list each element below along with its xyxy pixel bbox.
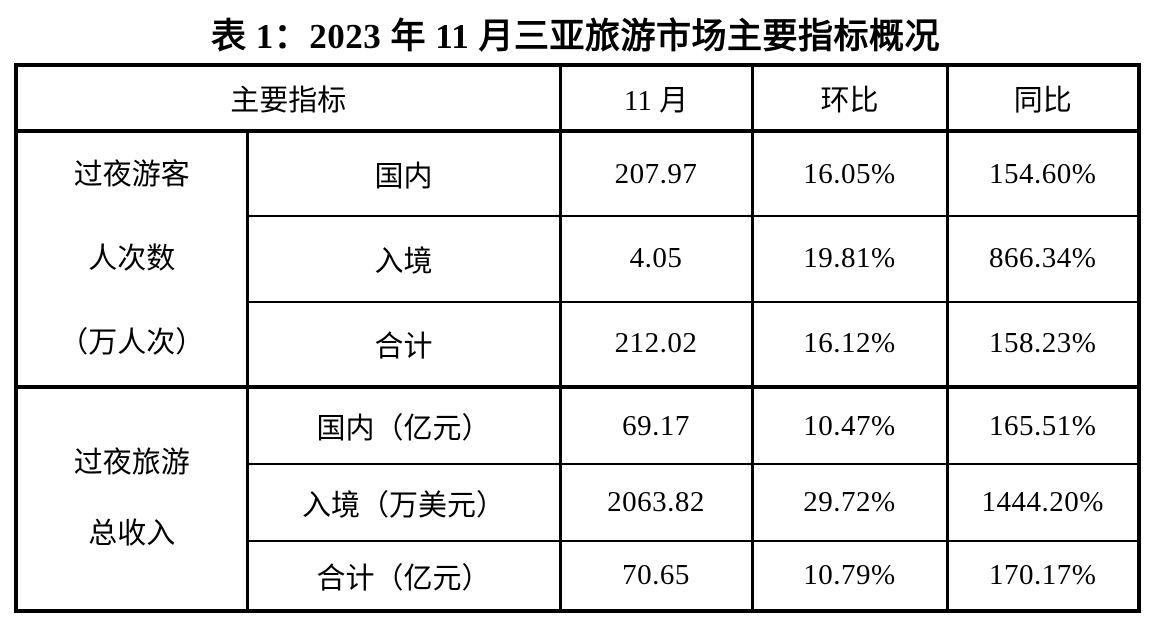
group-label-line: 过夜游客	[73, 159, 190, 191]
value-cell: 70.65	[558, 540, 754, 611]
table-row: 合计（亿元） 70.65 10.79% 170.17%	[16, 540, 1141, 611]
value-cell: 2063.82	[558, 463, 754, 541]
group-label-line: 人次数	[88, 243, 176, 275]
group-label-line: （万人次）	[59, 327, 205, 359]
sub-indicator-cell: 合计	[245, 300, 562, 387]
table-row: 过夜游客 人次数 （万人次） 国内 207.97 16.05% 154.60%	[14, 128, 1141, 387]
mom-cell: 19.81%	[750, 215, 949, 302]
header-cell-yoy: 同比	[945, 65, 1141, 131]
mom-cell: 10.47%	[750, 385, 949, 464]
value-cell: 4.05	[558, 215, 754, 302]
mom-cell: 10.79%	[750, 540, 949, 611]
yoy-cell: 154.60%	[945, 128, 1141, 217]
group-label-visitors: 过夜游客 人次数 （万人次）	[14, 129, 249, 387]
mom-cell: 16.05%	[750, 128, 949, 217]
yoy-cell: 866.34%	[945, 215, 1141, 302]
indicators-table: 主要指标 11 月 环比 同比 过夜游客 人次数 （万人次） 国内 207.97…	[14, 63, 1142, 613]
value-cell: 212.02	[558, 300, 754, 387]
yoy-cell: 158.23%	[945, 300, 1141, 387]
sub-indicator-cell: 国内	[245, 128, 562, 217]
page-title: 表 1：2023 年 11 月三亚旅游市场主要指标概况	[210, 17, 941, 56]
mom-cell: 16.12%	[750, 300, 949, 387]
group-label-line: 过夜旅游	[73, 447, 190, 479]
header-cell-indicator: 主要指标	[14, 65, 562, 131]
group-label-line: 总收入	[88, 518, 176, 550]
table-row: 入境 4.05 19.81% 866.34%	[16, 215, 1141, 302]
table-row: 过夜旅游 总收入 国内（亿元） 69.17 10.47% 165.51%	[14, 385, 1141, 611]
value-cell: 69.17	[558, 385, 754, 464]
sub-indicator-cell: 国内（亿元）	[245, 385, 562, 464]
sub-indicator-cell: 合计（亿元）	[245, 540, 562, 611]
yoy-cell: 170.17%	[945, 540, 1141, 611]
sub-indicator-cell: 入境（万美元）	[245, 463, 562, 541]
table-row: 入境（万美元） 2063.82 29.72% 1444.20%	[16, 463, 1141, 541]
header-cell-mom: 环比	[750, 65, 949, 131]
table-row: 合计 212.02 16.12% 158.23%	[16, 300, 1141, 387]
sub-indicator-cell: 入境	[245, 215, 562, 302]
value-cell: 207.97	[558, 128, 754, 217]
header-cell-month: 11 月	[558, 65, 754, 131]
group-label-revenue: 过夜旅游 总收入	[14, 385, 249, 611]
mom-cell: 29.72%	[750, 463, 949, 541]
yoy-cell: 165.51%	[945, 385, 1141, 464]
yoy-cell: 1444.20%	[945, 463, 1141, 541]
table-header-row: 主要指标 11 月 环比 同比	[14, 65, 1141, 131]
